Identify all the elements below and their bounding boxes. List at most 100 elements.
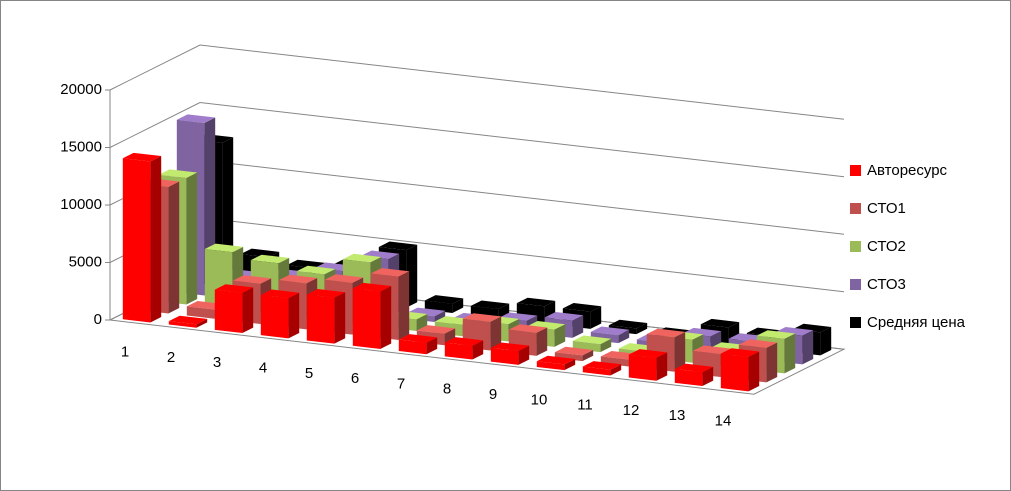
- bar-top: [214, 284, 254, 293]
- grid-line: [109, 44, 845, 120]
- bar-side: [766, 342, 778, 383]
- bar-top: [306, 289, 346, 298]
- bar-side: [656, 352, 668, 381]
- bar-side: [564, 358, 576, 371]
- bar-top: [544, 312, 584, 321]
- bar-top: [516, 297, 556, 307]
- legend-label: СТО1: [867, 200, 906, 217]
- x-tick-label: 12: [623, 402, 640, 419]
- bar-side: [600, 338, 612, 353]
- bar-top: [286, 259, 326, 269]
- bar: [122, 152, 162, 323]
- bar-front: [628, 354, 657, 381]
- bar-side: [490, 316, 502, 351]
- bar-top: [562, 303, 602, 312]
- bar: [720, 348, 760, 392]
- bar-top: [536, 355, 576, 365]
- bar-top: [424, 295, 464, 304]
- bar-top: [444, 337, 484, 346]
- bar: [306, 289, 346, 344]
- bar-top: [608, 319, 648, 329]
- x-tick-label: 2: [167, 349, 175, 366]
- legend-swatch: [850, 241, 861, 252]
- y-tick-label: 20000: [60, 81, 102, 98]
- x-tick-label: 11: [577, 397, 593, 414]
- bar-top: [370, 268, 410, 277]
- x-tick-label: 5: [305, 365, 313, 382]
- bar-front: [306, 294, 335, 344]
- bar-front: [582, 366, 611, 376]
- bar-top: [674, 363, 714, 373]
- bar-top: [692, 345, 732, 355]
- bar: [444, 337, 484, 360]
- bar-front: [186, 306, 215, 319]
- bar-front: [490, 347, 519, 365]
- bar-top: [508, 324, 548, 333]
- x-tick-label: 6: [351, 370, 359, 387]
- legend-swatch: [850, 317, 861, 328]
- bar-top: [582, 361, 622, 370]
- bar-top: [158, 169, 198, 178]
- bar: [214, 284, 254, 334]
- bar-top: [416, 325, 456, 334]
- y-tick-label: 0: [94, 311, 102, 328]
- bar-top: [738, 339, 778, 348]
- bar-side: [618, 329, 630, 344]
- x-tick-label: 1: [121, 344, 129, 361]
- bar: [260, 289, 300, 339]
- bar-top: [232, 275, 272, 284]
- bar-top: [554, 346, 594, 356]
- bar-side: [554, 324, 566, 347]
- bar: [536, 355, 576, 371]
- bar-front: [554, 352, 583, 362]
- x-tick-label: 8: [443, 381, 451, 398]
- bar-front: [352, 288, 381, 349]
- x-tick-label: 14: [715, 413, 732, 430]
- bar-top: [756, 330, 796, 339]
- bar-side: [498, 303, 510, 319]
- bar: [554, 346, 594, 362]
- legend-label: Авторесурс: [867, 162, 948, 179]
- bar-top: [470, 300, 510, 310]
- legend-label: СТО2: [867, 238, 906, 255]
- bar-front: [214, 289, 243, 334]
- bar-front: [674, 369, 703, 387]
- bar-side: [380, 286, 392, 349]
- bar-top: [168, 315, 208, 325]
- bar-side: [784, 333, 796, 374]
- bar-top: [240, 248, 280, 258]
- grid-line: [109, 101, 845, 178]
- bar-top: [342, 253, 382, 263]
- bar-top: [490, 342, 530, 352]
- bar: [462, 313, 502, 351]
- x-tick-label: 4: [259, 360, 267, 377]
- bar-side: [334, 292, 346, 344]
- bar-top: [378, 241, 418, 251]
- bar: [490, 342, 530, 365]
- bar-front: [444, 342, 473, 360]
- bar-side: [702, 366, 714, 387]
- bar: [168, 315, 208, 328]
- bar-side: [242, 287, 254, 334]
- bar-side: [572, 315, 584, 338]
- bar-side: [168, 181, 180, 314]
- bar-side: [186, 172, 198, 305]
- legend-label: СТО3: [867, 276, 906, 293]
- bar-front: [536, 361, 565, 371]
- bar-side: [426, 337, 438, 355]
- x-tick-label: 9: [489, 386, 497, 403]
- bar-side: [536, 327, 548, 356]
- bar-top: [324, 274, 364, 283]
- legend-swatch: [850, 165, 861, 176]
- bar-side: [434, 310, 446, 322]
- bar-side: [472, 340, 484, 360]
- bar: [398, 334, 438, 355]
- bar-top: [646, 328, 686, 338]
- bar: [628, 349, 668, 381]
- legend-swatch: [850, 203, 861, 214]
- bar-side: [820, 326, 832, 356]
- bar-top: [122, 152, 162, 162]
- x-tick-label: 10: [531, 391, 548, 408]
- bar-top: [700, 318, 740, 328]
